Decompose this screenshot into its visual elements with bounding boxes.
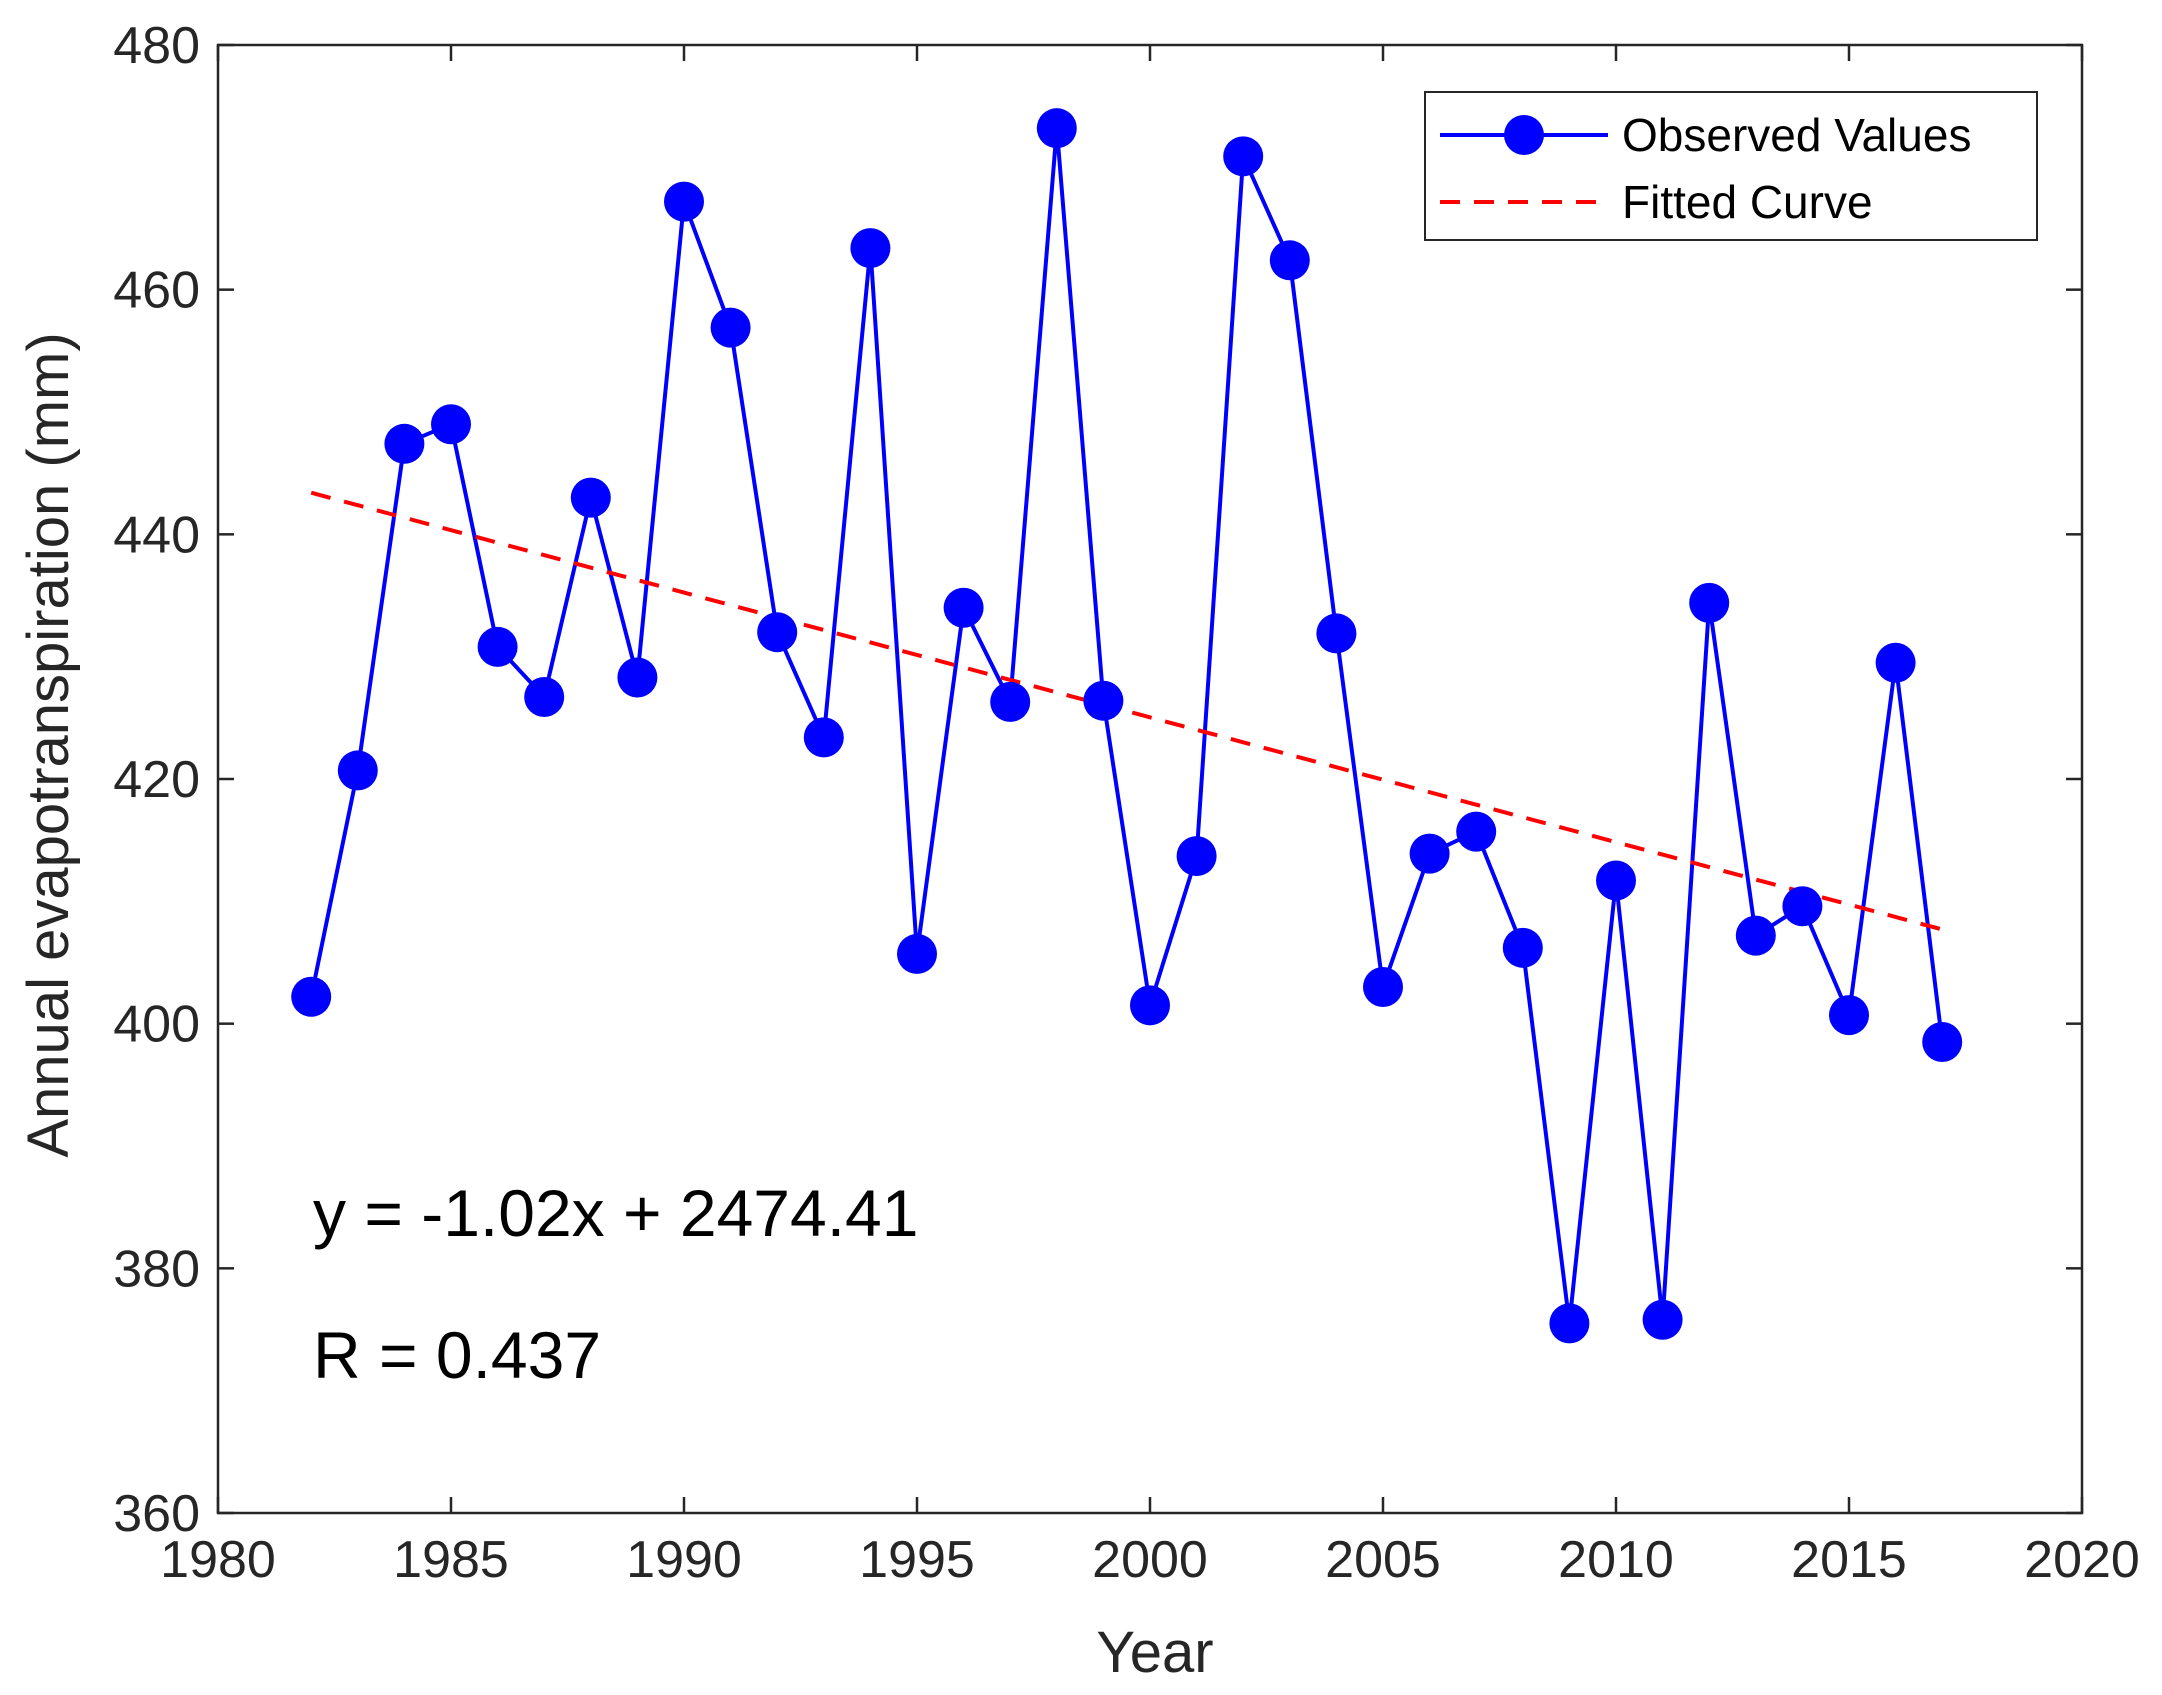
- x-tick-label: 1995: [859, 1531, 975, 1589]
- y-tick-label: 400: [113, 996, 200, 1054]
- observed-point: [1549, 1303, 1590, 1344]
- observed-point: [1130, 985, 1170, 1026]
- observed-point: [431, 404, 471, 445]
- y-tick-label: 360: [113, 1485, 200, 1543]
- x-tick-label: 1985: [393, 1531, 509, 1589]
- observed-series-line: [309, 126, 1945, 1326]
- correlation-coefficient: R = 0.437: [313, 1318, 601, 1392]
- y-axis-title: Annual evapotranspiration (mm): [16, 332, 81, 1157]
- observed-point: [570, 477, 611, 518]
- observed-point: [1502, 927, 1543, 968]
- observed-point: [757, 612, 798, 653]
- x-tick-label: 2015: [1791, 1531, 1907, 1589]
- observed-point: [524, 677, 565, 718]
- plot-area: [216, 43, 2084, 1515]
- y-tick-label: 460: [113, 262, 200, 320]
- observed-point: [1782, 886, 1823, 927]
- x-tick-label: 2000: [1092, 1531, 1208, 1589]
- observed-point: [1269, 240, 1310, 281]
- x-axis-title: Year: [1096, 1620, 1213, 1685]
- observed-point: [1036, 108, 1077, 149]
- observed-point: [1316, 613, 1357, 654]
- observed-point: [664, 181, 704, 222]
- observed-point: [1735, 915, 1776, 956]
- observed-point: [1456, 811, 1497, 852]
- observed-point: [477, 626, 518, 667]
- regression-equation: y = -1.02x + 2474.41: [313, 1176, 918, 1250]
- observed-point: [384, 423, 425, 464]
- legend-label-observed: Observed Values: [1622, 109, 1971, 161]
- observed-point: [337, 750, 378, 791]
- observed-point: [850, 228, 891, 269]
- observed-point: [1829, 995, 1869, 1036]
- observed-point: [1642, 1299, 1683, 1340]
- x-tick-label: 1980: [160, 1531, 276, 1589]
- y-tick-label: 420: [113, 751, 200, 809]
- fitted-curve-line: [310, 490, 1943, 932]
- y-tick-label: 480: [113, 17, 200, 75]
- observed-point: [1363, 966, 1403, 1007]
- x-tick-label: 2020: [2024, 1531, 2140, 1589]
- legend-label-fitted: Fitted Curve: [1622, 176, 1873, 228]
- legend: Observed Values Fitted Curve: [1424, 91, 2038, 241]
- observed-point: [710, 307, 751, 348]
- observed-point: [1176, 836, 1217, 877]
- observed-point: [1223, 136, 1264, 177]
- observed-point: [1409, 833, 1450, 874]
- axis-ticks: 1980 1985 1990 1995 2000 2005 2010 2015 2020 360 3…: [113, 17, 2140, 1589]
- observed-point: [990, 681, 1031, 722]
- observed-point: [943, 587, 984, 628]
- x-tick-label: 2005: [1325, 1531, 1441, 1589]
- observed-point: [1875, 642, 1916, 683]
- observed-point: [897, 933, 937, 974]
- y-tick-label: 380: [113, 1240, 200, 1298]
- observed-point: [1596, 860, 1636, 901]
- observed-point: [803, 717, 844, 758]
- x-tick-label: 1990: [626, 1531, 742, 1589]
- legend-marker-observed: [1504, 115, 1544, 155]
- y-tick-label: 440: [113, 506, 200, 564]
- observed-point: [1083, 680, 1124, 721]
- observed-point: [617, 657, 658, 698]
- x-tick-label: 2010: [1558, 1531, 1674, 1589]
- observed-point: [1922, 1022, 1963, 1063]
- observed-point: [291, 976, 332, 1017]
- observed-point: [1689, 582, 1730, 623]
